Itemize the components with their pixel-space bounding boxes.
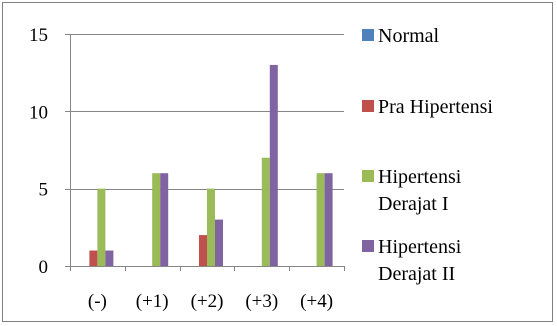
legend-swatch xyxy=(362,29,374,41)
axes xyxy=(65,34,345,271)
bar-hipertensi-derajat-i-2 xyxy=(207,188,215,266)
x-tick-label: (+3) xyxy=(245,291,278,312)
legend-swatch xyxy=(362,170,374,182)
legend-label: Normal xyxy=(378,25,440,47)
bar-hipertensi-derajat-ii-3 xyxy=(269,64,278,266)
x-tick-label: (+1) xyxy=(136,291,169,312)
bar-hipertensi-derajat-ii-4 xyxy=(324,173,333,266)
legend-swatch xyxy=(362,240,374,252)
x-tick-label: (+2) xyxy=(191,291,224,312)
bar-hipertensi-derajat-i-3 xyxy=(261,157,270,266)
y-tick-label: 0 xyxy=(39,257,49,278)
legend: Normal Pra Hipertensi Hipertensi Derajat I H… xyxy=(362,25,493,285)
bar-hipertensi-derajat-i-0 xyxy=(97,188,106,266)
x-tick-label: (+4) xyxy=(300,291,333,312)
bar-hipertensi-derajat-ii-1 xyxy=(160,173,169,266)
bar-hipertensi-derajat-i-4 xyxy=(316,173,325,266)
legend-label: Hipertensi xyxy=(378,236,462,258)
legend-label: Derajat I xyxy=(378,193,449,215)
legend-label: Derajat II xyxy=(378,263,455,285)
y-tick-label: 15 xyxy=(29,25,48,46)
x-tick-label: (-) xyxy=(88,291,107,312)
bar-hipertensi-derajat-i-1 xyxy=(152,173,161,266)
bar-hipertensi-derajat-ii-2 xyxy=(215,219,223,266)
bar-hipertensi-derajat-ii-0 xyxy=(105,250,114,266)
gridlines xyxy=(70,34,344,190)
legend-label: Pra Hipertensi xyxy=(378,96,493,118)
y-tick-label: 5 xyxy=(39,180,49,201)
y-tick-labels: 0 5 10 15 xyxy=(29,25,48,278)
x-tick-labels: (-) (+1) (+2) (+3) (+4) xyxy=(88,291,333,312)
y-tick-label: 10 xyxy=(29,102,48,123)
legend-swatch xyxy=(362,100,374,112)
bar-pra-hipertensi-0 xyxy=(89,250,98,266)
legend-label: Hipertensi xyxy=(378,166,462,188)
bars xyxy=(89,64,333,266)
bar-pra-hipertensi-2 xyxy=(199,235,207,266)
